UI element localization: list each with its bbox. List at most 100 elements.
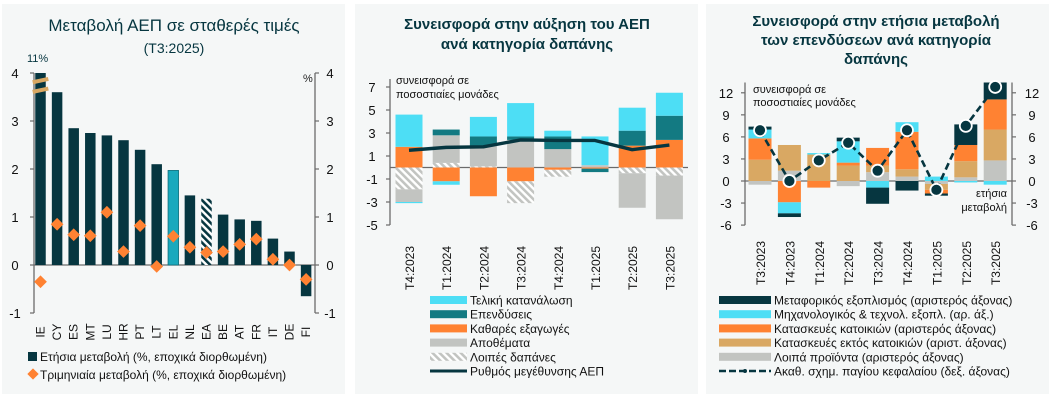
chart2-legend-label: Τελική κατανάλωση [470,294,573,308]
chart3-segment-grey [983,160,1007,181]
chart3-legend-label: Κατασκευές κατοικιών (αριστερός άξονας) [774,322,996,336]
chart-gdp-change: Μεταβολή ΑΕΠ σε σταθερές τιμές (Τ3:2025)… [9,16,336,382]
chart2-legend-swatch-grey [430,338,467,347]
chart3-xlabel: Τ4:2023 [783,241,797,285]
chart1-xlabel: FR [249,324,263,340]
chart3-annotation-line1: συνεισφορά σε [753,84,826,96]
chart2-legend-swatch-teal [430,310,467,319]
chart3-legend-label: Ακαθ. σχημ. παγίου κεφαλαίου (δεξ. άξονα… [774,365,1010,379]
chart3-gfcf-point [929,182,944,197]
chart3-xlabel: Τ2:2025 [960,241,974,285]
chart3-ytick-left: 12 [719,86,733,101]
chart2-segment-hatch [544,169,572,177]
chart3-right-annotation-line2: μεταβολή [961,202,1007,214]
chart1-marker-LT [150,260,164,273]
chart1-bar-LT [151,164,162,265]
chart1-marker-LU [100,205,114,219]
chart2-legend-label: Λοιπές δαπάνες [470,350,556,364]
chart3-segment-orange [895,131,919,170]
chart3-segment-light_blue [866,181,890,188]
chart1-xlabel: MT [83,323,97,341]
chart3-legend-swatch-orange [719,324,771,333]
chart3-segment-grey [895,176,919,181]
chart1-marker-NL [183,240,197,254]
chart2-legend-label: Επενδύσεις [470,308,532,322]
chart1-ytick-left: 3 [11,114,18,129]
chart2-segment-orange [618,145,646,168]
chart2-ytick: -5 [366,218,378,233]
chart1-xlabel: AT [233,324,247,339]
chart1-xlabel: BE [216,324,230,340]
chart2-segment-orange [469,167,497,197]
legend-swatch-annual [28,352,37,361]
chart3-gfcf-point [753,123,767,138]
chart1-bar-EL [167,170,179,266]
chart2-segment-orange [395,146,423,168]
chart1-xlabel: EA [200,324,214,340]
chart1-ytick-right: 1 [326,210,333,225]
chart3-ytick-right: 12 [1025,86,1039,101]
chart3-segment-sand [983,129,1007,161]
chart1-bar-LU [101,135,113,265]
chart3-legend-swatch-grey [719,352,771,361]
chart1-break-label: 11% [27,53,48,65]
chart1-bar-IT [267,238,279,265]
chart3-xlabel: Τ2:2024 [842,241,856,285]
chart3-legend-swatch-dot [743,369,747,373]
chart3-segment-grey [924,181,948,184]
chart2-segment-orange [581,167,609,169]
chart3-gfcf-point [900,123,914,138]
chart2-segment-teal [432,129,460,136]
chart2-segment-grey [469,145,497,167]
chart3-segment-light_blue [954,181,978,183]
chart3-legend-label: Λοιπά προϊόντα (αριστερός άξονας) [774,350,964,364]
chart2-legend-label: Καθαρές εξαγωγές [470,322,570,336]
chart3-segment-grey [748,181,772,185]
chart1-bar-EA [201,198,212,265]
chart2-segment-light_blue [544,130,572,137]
chart3-ytick-right: 0 [1028,174,1035,189]
chart1-ytick-left: 4 [11,66,18,81]
chart1-ytick-right: 3 [326,114,333,129]
chart2-gdp-growth-line [408,138,670,152]
chart1-bar-ES [68,128,79,265]
legend-label-annual: Ετήσια μεταβολή (%, εποχικά διορθωμένη) [40,350,267,364]
chart1-bar-NL [184,195,196,265]
chart2-xlabel: Τ1:2024 [440,246,454,290]
chart2-ytick: -1 [366,172,378,187]
chart2-segment-teal [581,168,609,173]
chart1-xlabel: ES [67,324,81,340]
chart2-segment-teal [618,130,646,146]
chart1-marker-HR [117,245,130,258]
chart1-xlabel: NL [183,324,197,340]
chart1-xlabel: IT [266,326,280,337]
chart3-segment-sand [748,159,772,181]
chart2-ytick: 1 [368,149,375,164]
chart3-xlabel: Τ1:2025 [930,241,944,285]
chart2-segment-light_blue [395,114,423,147]
chart3-ytick-right: 6 [1028,130,1035,145]
chart3-ytick-right: 3 [1028,152,1035,167]
chart2-segment-hatch [432,162,460,168]
chart1-marker-MT [83,229,97,243]
chart1-bar-DE [284,251,295,265]
chart2-segment-orange [655,139,683,168]
chart3-ytick-right: 9 [1028,108,1035,123]
chart2-xlabel: Τ2:2024 [477,246,491,290]
chart3-segment-sand [836,165,860,181]
chart2-legend-swatch-hatch [430,352,467,361]
chart3-annotation-line2: ποσοστιαίες μονάδες [753,97,856,109]
chart1-xlabel: FI [299,327,313,338]
chart3-segment-dark [777,213,801,218]
chart1-marker-CY [50,217,64,231]
chart3-legend-label: Μηχανολογικός & τεχνολ. εξοπλ. (αρ. άξ.) [774,308,994,322]
chart1-marker-AT [233,237,247,251]
chart3-legend-swatch-dark [719,296,771,304]
chart2-xlabel: Τ4:2024 [552,246,566,290]
chart3-legend-swatch-sand [719,338,771,347]
legend-swatch-quarterly [27,368,39,380]
chart3-segment-dark [895,181,919,191]
chart1-ytick-left: -1 [9,306,21,321]
chart2-segment-hatch [469,166,497,168]
chart3-title-line2: των επενδύσεων ανά κατηγορία [761,32,992,49]
